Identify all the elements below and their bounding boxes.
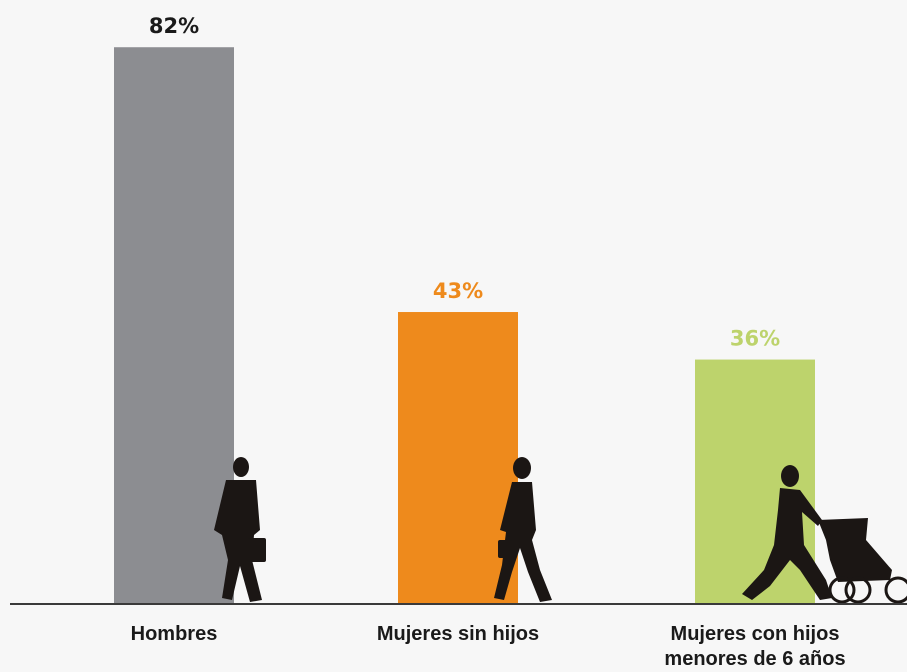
category-label: Mujeres sin hijos	[376, 623, 540, 645]
category-label: Hombres	[130, 623, 218, 645]
category-label: Mujeres con hijos menores de 6 años	[664, 623, 846, 670]
silhouettes	[214, 457, 907, 604]
bar	[114, 47, 234, 605]
silhouette-man	[214, 457, 266, 602]
silhouette-mother-stroller	[742, 465, 907, 604]
silhouette-woman	[494, 457, 552, 602]
value-label: 36%	[730, 327, 780, 351]
value-label: 43%	[433, 279, 483, 303]
bar	[398, 312, 518, 604]
value-label: 82%	[149, 14, 199, 38]
